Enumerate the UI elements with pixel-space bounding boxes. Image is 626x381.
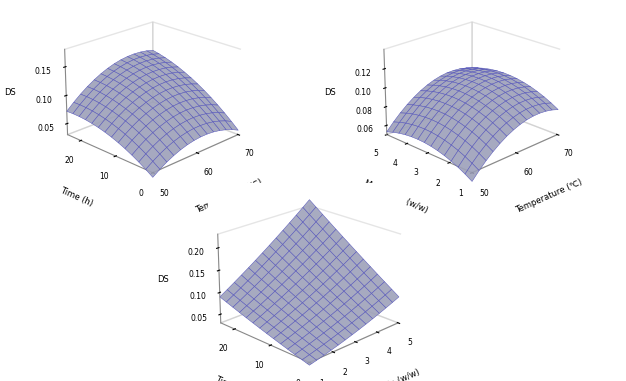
Y-axis label: Time (h): Time (h) — [58, 186, 94, 208]
X-axis label: Temperature (℃): Temperature (℃) — [514, 178, 583, 216]
X-axis label: Temperature (℃): Temperature (℃) — [195, 178, 264, 216]
Y-axis label: Time (h): Time (h) — [213, 375, 249, 381]
Y-axis label: Mass ratio (w/w): Mass ratio (w/w) — [362, 179, 429, 215]
X-axis label: Mass ratio (w/w): Mass ratio (w/w) — [354, 368, 421, 381]
